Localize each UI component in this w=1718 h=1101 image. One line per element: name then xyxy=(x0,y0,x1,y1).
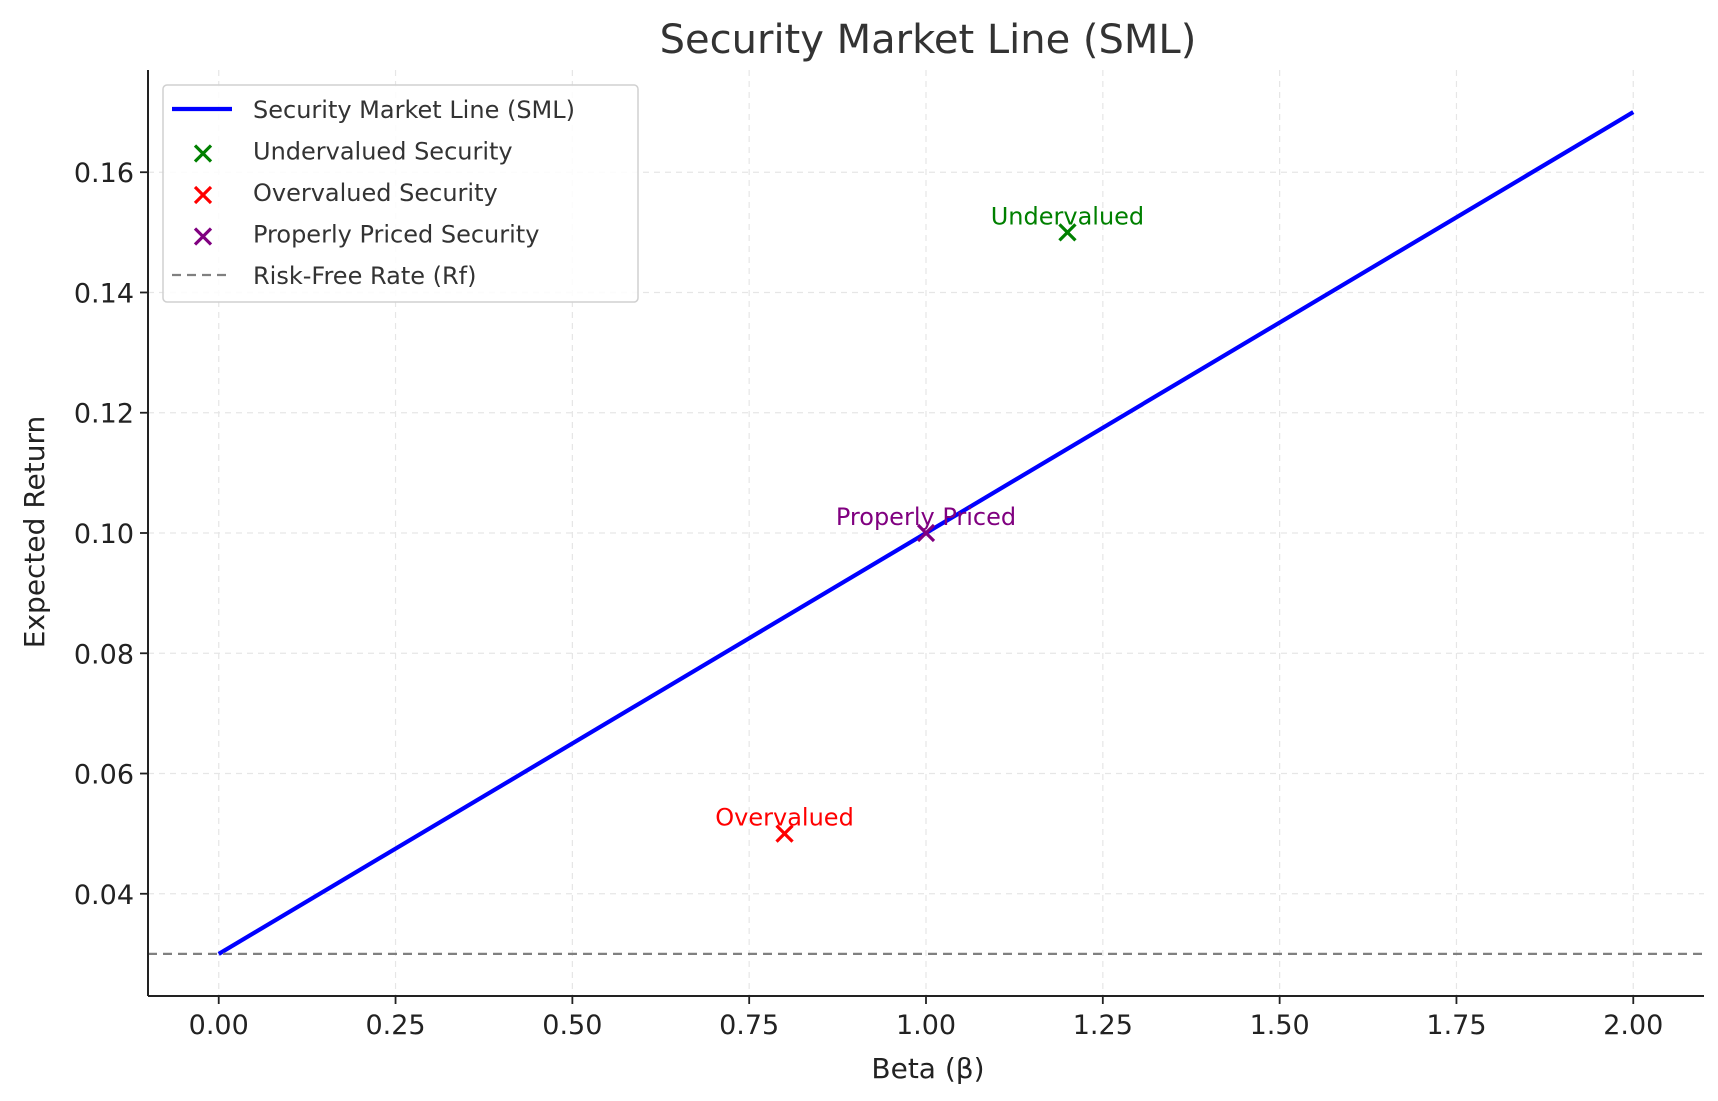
x-axis-label: Beta (β) xyxy=(871,1052,984,1085)
y-tick-label: 0.06 xyxy=(74,760,134,791)
y-tick-label: 0.16 xyxy=(74,158,134,189)
x-tick-label: 2.00 xyxy=(1603,1010,1663,1041)
legend-label-undervalued-security: Undervalued Security xyxy=(253,138,513,166)
x-tick-label: 0.25 xyxy=(365,1010,425,1041)
legend-swatch-overvalued-security-stroke-b xyxy=(193,185,213,205)
legend-label-security-market-line-sml: Security Market Line (SML) xyxy=(253,96,575,124)
legend-swatch-properly-priced-security xyxy=(193,227,213,246)
y-tick-label: 0.04 xyxy=(74,880,134,911)
y-tick-label: 0.10 xyxy=(74,519,134,550)
point-undervalued-security xyxy=(1058,223,1077,242)
legend-label-properly-priced-security: Properly Priced Security xyxy=(253,221,539,249)
x-tick-label: 1.75 xyxy=(1426,1010,1486,1041)
x-tick-label: 1.50 xyxy=(1250,1010,1310,1041)
annotation-overvalued: Overvalued xyxy=(715,804,854,832)
x-tick-label: 1.00 xyxy=(896,1010,956,1041)
x-tick-label: 0.50 xyxy=(542,1010,602,1041)
legend-swatch-overvalued-security xyxy=(193,185,213,205)
legend: Security Market Line (SML) Undervalued Se… xyxy=(162,84,639,303)
point-overvalued-security xyxy=(775,824,794,843)
legend-label-risk-free-rate-rf: Risk-Free Rate (Rf) xyxy=(253,262,476,290)
chart-title: Security Market Line (SML) xyxy=(660,17,1197,63)
point-properly-priced-security-stroke-b xyxy=(916,523,936,543)
y-axis-label: Expected Return xyxy=(18,416,51,648)
legend-swatch-undervalued-security-stroke-b xyxy=(193,144,213,163)
point-undervalued-security-stroke-b xyxy=(1058,223,1077,242)
y-tick-label: 0.08 xyxy=(74,639,134,670)
annotation-undervalued: Undervalued xyxy=(991,202,1144,230)
point-overvalued-security-stroke-b xyxy=(775,824,794,843)
y-tick-label: 0.12 xyxy=(74,399,134,430)
legend-box xyxy=(162,84,639,303)
axes: 0.00 0.25 0.50 0.75 1.00 1.25 1.50 1.75 2.00 0.04… xyxy=(74,70,1704,1041)
plot-area: Undervalued Overvalued Properly Priced xyxy=(148,110,1704,956)
y-tick-label: 0.14 xyxy=(74,278,134,309)
x-tick-label: 0.75 xyxy=(719,1010,779,1041)
legend-swatch-undervalued-security xyxy=(193,144,213,163)
x-tick-label: 0.00 xyxy=(189,1010,249,1041)
legend-swatch-properly-priced-security-stroke-b xyxy=(193,227,213,246)
x-tick-label: 1.25 xyxy=(1073,1010,1133,1041)
annotation-properly-priced: Properly Priced xyxy=(836,503,1016,531)
point-properly-priced-security xyxy=(916,523,936,543)
legend-label-overvalued-security: Overvalued Security xyxy=(253,179,498,207)
